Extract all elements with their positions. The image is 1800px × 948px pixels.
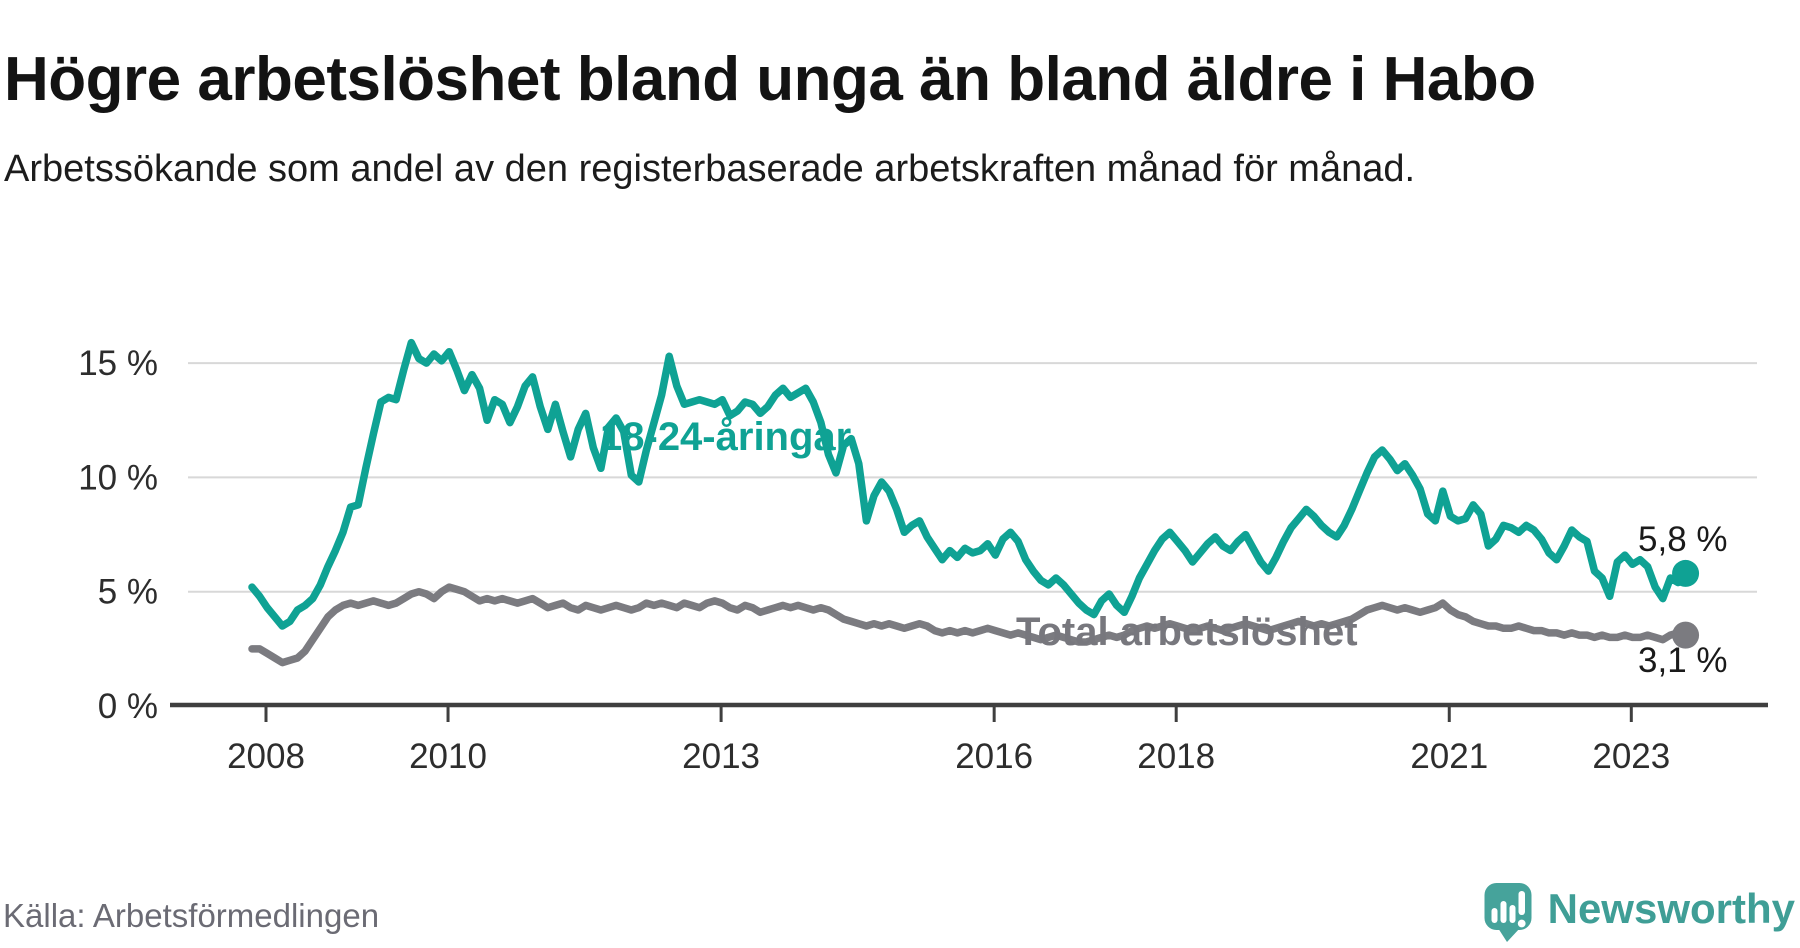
page-title: Högre arbetslöshet bland unga än bland ä…	[4, 44, 1536, 114]
x-tick-label-2023: 2023	[1592, 737, 1670, 776]
chart-subtitle: Arbetssökande som andel av den registerb…	[4, 148, 1416, 190]
series-end-dot-total	[1672, 621, 1700, 649]
source-note: Källa: Arbetsförmedlingen	[3, 897, 380, 934]
x-tick-label-2010: 2010	[409, 737, 487, 776]
x-tick-label-2018: 2018	[1137, 737, 1215, 776]
x-tick-label-2021: 2021	[1410, 737, 1488, 776]
newsworthy-brand: Newsworthy	[1483, 883, 1795, 943]
y-tick-label-10: 10 %	[78, 458, 158, 497]
y-tick-label-5: 5 %	[98, 573, 158, 612]
newsworthy-logo-icon	[1484, 883, 1532, 942]
y-tick-label-15: 15 %	[78, 344, 158, 383]
x-tick-label-2008: 2008	[227, 737, 305, 776]
x-tick-label-2016: 2016	[955, 737, 1033, 776]
y-tick-label-0: 0 %	[98, 687, 158, 726]
x-tick-label-2013: 2013	[682, 737, 760, 776]
end-value-label-total: 3,1 %	[1638, 641, 1728, 680]
series-line-total	[248, 583, 1690, 667]
newsworthy-wordmark: Newsworthy	[1547, 885, 1795, 932]
end-value-label-youth: 5,8 %	[1638, 520, 1728, 559]
series-label-youth: 18-24-åringar	[600, 415, 852, 459]
series-label-total: Total arbetslöshet	[1016, 610, 1358, 654]
series-end-dot-youth	[1672, 559, 1700, 587]
series-line-youth	[248, 338, 1690, 630]
